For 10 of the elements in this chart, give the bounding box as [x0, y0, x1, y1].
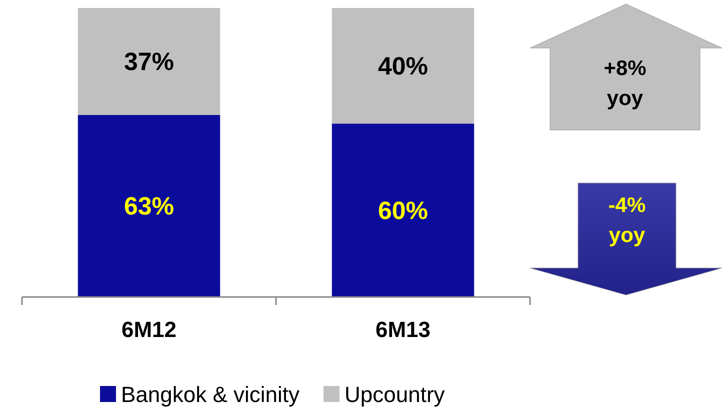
text: +8% yoy — [604, 57, 647, 110]
data-label: 60% — [378, 197, 428, 226]
legend-label: Upcountry — [344, 382, 445, 407]
text: -4% yoy — [608, 194, 646, 247]
x-tick-label: 6M13 — [375, 317, 431, 342]
legend-label: Bangkok & vicinity — [121, 382, 300, 407]
x-tick-label: 6M12 — [121, 317, 177, 342]
data-label: 40% — [378, 52, 428, 81]
data-label: 63% — [124, 192, 174, 221]
data-label: 37% — [124, 48, 174, 76]
